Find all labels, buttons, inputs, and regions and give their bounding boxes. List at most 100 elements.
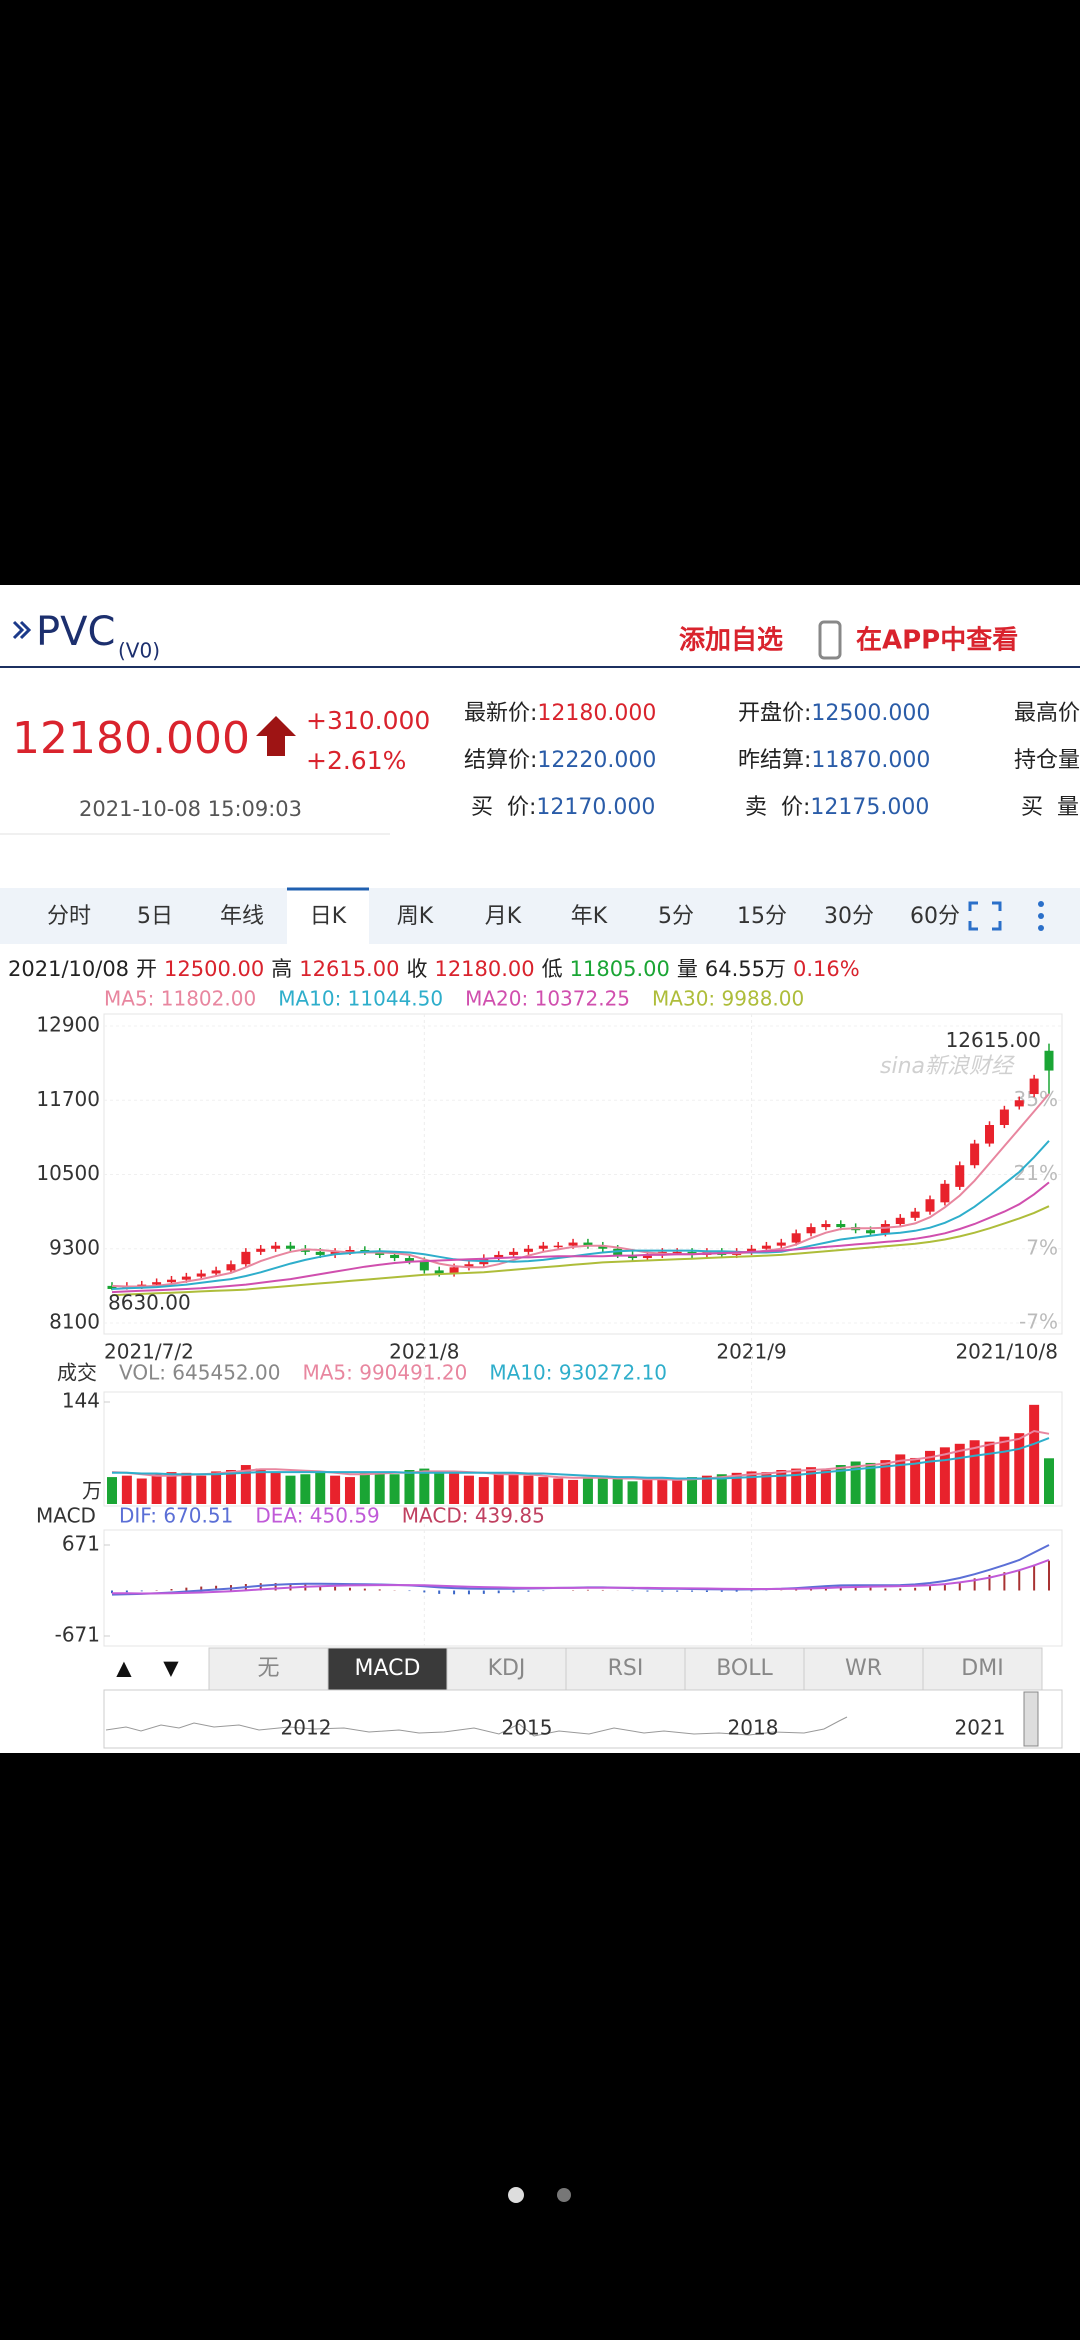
symbol-icon [12,620,32,640]
tab[interactable]: 年K [571,904,608,929]
volume-bar [731,1472,742,1504]
volume-bar [181,1472,192,1504]
candle-body [345,1249,355,1252]
candle-body [836,1224,846,1228]
indicator-arrow[interactable]: ▲ [116,1656,132,1680]
candle-body [910,1211,920,1218]
navigator-line [105,1716,848,1737]
volume-bar [657,1478,668,1504]
volume-bar [523,1475,534,1504]
volume-bar [954,1443,965,1504]
candle-body [211,1270,221,1274]
candle-body [866,1230,876,1234]
candle-body [241,1251,251,1265]
candle-body [271,1245,281,1249]
tab[interactable]: 日K [310,904,347,929]
candle-body [583,1242,593,1246]
legend-entry: MACD: 439.85 [402,1504,545,1528]
candle-body [181,1276,191,1280]
navigator-handle[interactable] [1023,1691,1039,1747]
field-label: 最新价: [464,701,537,726]
macd-frame [103,1529,1063,1647]
tab[interactable]: 5分 [658,904,694,929]
candle-body [523,1248,533,1252]
indicator-tab[interactable] [684,1647,805,1691]
volume-bar [627,1481,638,1504]
field-value: 11870.000 [811,748,930,773]
volume-ma-line [111,1429,1050,1481]
tab[interactable]: 15分 [737,904,787,929]
volume-bar [449,1472,460,1504]
field-label: 最高价 [1014,701,1080,726]
volume-bar [285,1475,296,1504]
info-line: 2021/10/08 开 12500.00 高 12615.00 收 12180.00 低 11… [8,957,860,981]
tab[interactable]: 5日 [137,904,173,929]
volume-bar [225,1470,236,1504]
volume-bar [568,1479,579,1504]
tab[interactable]: 分时 [47,904,91,929]
more-icon[interactable] [1038,901,1044,931]
tab[interactable]: 30分 [824,904,874,929]
candle-body [806,1227,816,1234]
legend-entry: MA30: 9988.00 [652,987,804,1011]
page-dot[interactable] [557,2188,571,2202]
navigator-year: 2012 [281,1716,332,1740]
y-tick-label: -671 [55,1623,100,1647]
indicator-arrow[interactable]: ▼ [163,1656,179,1680]
candle-body [285,1245,295,1249]
candle-body [315,1251,325,1255]
info-item: 64.55万 [705,957,786,981]
indicator-tab[interactable] [565,1647,686,1691]
navigator[interactable] [103,1689,1063,1749]
volume-bar [820,1470,831,1504]
quote-field: 买 量 [1014,795,1079,820]
volume-bar [374,1472,385,1504]
volume-bar [895,1454,906,1504]
volume-bar [776,1470,787,1504]
indicator-tab[interactable] [922,1647,1043,1691]
x-tick-label: 2021/7/2 [104,1340,194,1364]
add-watchlist[interactable]: 添加自选 [679,625,783,656]
tab[interactable]: 年线 [220,904,264,929]
tab[interactable]: 月K [485,904,522,929]
indicator-label: WR [845,1656,882,1681]
indicator-label: KDJ [488,1656,526,1681]
candle-body [107,1285,117,1289]
info-item: 12500.00 [164,957,264,981]
volume-bar [969,1440,980,1504]
panel [0,585,1080,1753]
tab[interactable]: 周K [397,904,434,929]
volume-title: 成交 [57,1361,97,1385]
volume-bar [121,1475,132,1504]
volume-bar [508,1472,519,1504]
page-dot[interactable] [508,2187,524,2203]
info-item: 低 [542,957,563,981]
fullscreen-icon[interactable] [968,901,1002,931]
legend-entry: MA10: 11044.50 [278,987,443,1011]
info-item: 收 [406,957,427,981]
candle-body [940,1183,950,1203]
volume-bar [1029,1404,1040,1504]
change: +310.000 [306,706,430,735]
tab[interactable]: 60分 [910,904,960,929]
info-item: 0.16% [793,957,860,981]
x-tick-label: 2021/10/8 [955,1340,1058,1364]
indicator-label: DMI [961,1656,1003,1681]
indicator-label: BOLL [716,1656,773,1681]
volume-bar [687,1477,698,1504]
indicator-tab[interactable] [446,1647,567,1691]
field-label: 持仓量 [1014,748,1080,773]
legend-entry: MA5: 11802.00 [104,987,256,1011]
indicator-tab[interactable] [208,1647,329,1691]
macd-title: MACD [36,1504,96,1528]
legend-entry: MA5: 990491.20 [302,1361,467,1385]
candle-body [955,1165,965,1187]
field-value: 12220.000 [537,748,656,773]
volume-bar [835,1465,846,1504]
field-label: 昨结算: [738,748,811,773]
candle-body [419,1261,429,1271]
field-label: 卖 价: [738,795,810,820]
open-app[interactable]: 在APP中查看 [856,626,1018,656]
quote-field: 昨结算:11870.000 [738,748,930,773]
